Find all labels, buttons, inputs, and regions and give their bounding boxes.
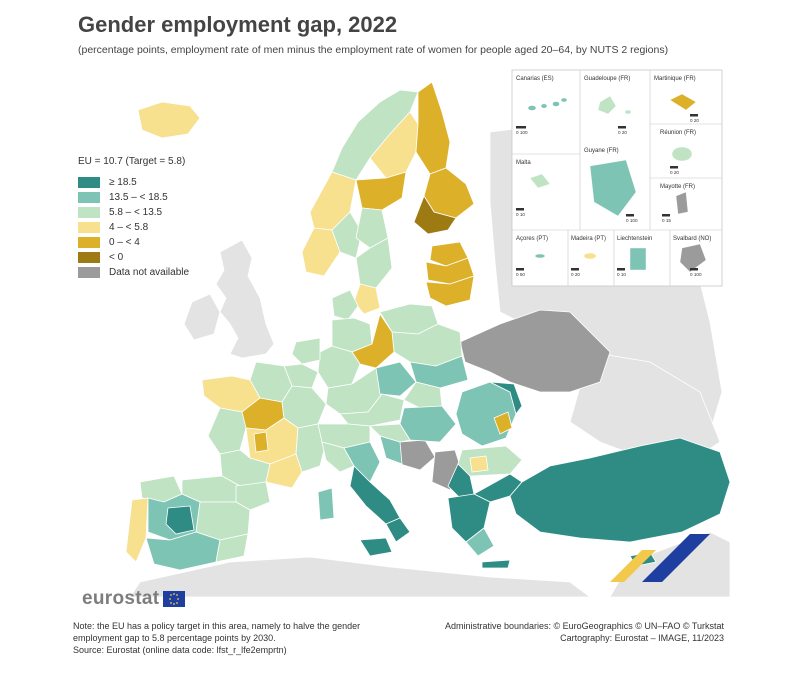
inset-label: Mayotte (FR) — [660, 184, 695, 190]
sweden-regions — [353, 111, 419, 315]
france-regions — [201, 361, 327, 489]
footer-notes: Note: the EU has a policy target in this… — [73, 620, 403, 656]
map-title: Gender employment gap, 2022 — [78, 12, 398, 37]
denmark-region — [331, 289, 359, 321]
map-subtitle: (percentage points, employment rate of m… — [78, 44, 669, 56]
scale-label: 0 20 — [618, 130, 627, 135]
inset-label: Réunion (FR) — [660, 130, 696, 136]
ukraine-no-data — [459, 309, 611, 393]
poland-regions — [379, 303, 469, 389]
legend-label: 0 – < 4 — [109, 237, 140, 248]
italy-regions — [317, 423, 411, 557]
scale-label: 0 100 — [690, 272, 702, 277]
scale-label: 0 20 — [690, 118, 699, 123]
north-africa-land — [129, 556, 591, 597]
balkan-east-regions — [455, 381, 523, 477]
legend-swatch — [78, 177, 100, 188]
legend-label: 5.8 – < 13.5 — [109, 207, 163, 218]
scale-label: 0 20 — [571, 272, 580, 277]
scale-label: 0 100 — [626, 218, 638, 223]
iceland-region — [137, 101, 201, 139]
finland-regions — [413, 81, 475, 235]
legend-swatch — [78, 252, 100, 263]
legend-item: 0 – < 4 — [78, 235, 189, 250]
norway-regions — [301, 89, 419, 277]
iberia-regions — [125, 475, 271, 571]
scale-bars: 0 100 0 20 0 20 0 20 0 10 0 100 0 15 0 5… — [516, 114, 702, 277]
benelux-regions — [283, 337, 321, 389]
svalbard-region — [679, 243, 707, 273]
inset-label: Madeira (PT) — [571, 236, 606, 242]
eurostat-wordmark: eurostat — [82, 588, 160, 609]
legend-swatch — [78, 207, 100, 218]
legend-label: 13.5 – < 18.5 — [109, 192, 168, 203]
legend-swatch — [78, 267, 100, 278]
legend-label: ≥ 18.5 — [109, 177, 137, 188]
legend-item: Data not available — [78, 265, 189, 280]
eu-value-label: EU = 10.7 (Target = 5.8) — [78, 156, 186, 167]
croatia-regions — [369, 423, 411, 465]
footer-cartography: Cartography: Eurostat – IMAGE, 11/2023 — [560, 633, 724, 643]
inset-label: Malta — [516, 160, 531, 166]
scale-label: 0 10 — [516, 212, 525, 217]
inset-label: Açores (PT) — [516, 236, 548, 242]
insets-panel: Canarias (ES) Guadeloupe (FR) Martinique… — [511, 69, 723, 287]
scale-label: 0 10 — [617, 272, 626, 277]
martinique-island — [669, 93, 697, 111]
footer-source: Source: Eurostat (online data code: lfst… — [73, 645, 287, 655]
inset-label: Canarias (ES) — [516, 76, 554, 82]
inset-label: Svalbard (NO) — [673, 236, 711, 242]
scale-label: 0 50 — [516, 272, 525, 277]
legend-label: Data not available — [109, 267, 190, 278]
madeira-island — [583, 252, 597, 260]
decorative-stripes — [610, 534, 710, 582]
legend-item: < 0 — [78, 250, 189, 265]
legend-swatch — [78, 222, 100, 233]
footer-boundaries: Administrative boundaries: © EuroGeograp… — [444, 621, 724, 631]
liechtenstein-region — [629, 247, 647, 271]
turkey-regions — [509, 437, 730, 543]
legend: EU = 10.7 (Target = 5.8) ≥ 18.5 13.5 – <… — [78, 156, 189, 280]
mayotte-island — [675, 191, 689, 215]
central-regions — [339, 361, 457, 443]
scale-label: 0 20 — [670, 170, 679, 175]
canarias-island — [527, 105, 537, 111]
ireland-land — [183, 293, 221, 341]
malta-island — [529, 173, 551, 189]
scale-label: 0 100 — [516, 130, 528, 135]
legend-swatch — [78, 237, 100, 248]
legend-label: < 0 — [109, 252, 124, 263]
guadeloupe-island — [597, 95, 617, 115]
greece-regions — [447, 463, 523, 569]
scale-label: 0 15 — [662, 218, 671, 223]
footer-credits: Administrative boundaries: © EuroGeograp… — [440, 620, 724, 644]
guyane-region — [589, 159, 637, 217]
germany-regions — [317, 313, 395, 415]
eurostat-logo: eurostat — [82, 588, 186, 610]
inset-label: Martinique (FR) — [654, 76, 696, 82]
inset-label: Liechtenstein — [617, 236, 652, 242]
legend-item: 4 – < 5.8 — [78, 220, 189, 235]
legend-item: 13.5 – < 18.5 — [78, 190, 189, 205]
legend-swatch — [78, 192, 100, 203]
inset-label: Guadeloupe (FR) — [584, 76, 630, 82]
inset-label: Guyane (FR) — [584, 148, 619, 154]
acores-island — [534, 253, 546, 259]
uk-land — [215, 239, 275, 359]
footer-note: Note: the EU has a policy target in this… — [73, 621, 361, 643]
baltic-regions — [425, 241, 475, 307]
reunion-island — [671, 146, 693, 162]
legend-item: 5.8 – < 13.5 — [78, 205, 189, 220]
legend-item: ≥ 18.5 — [78, 175, 189, 190]
europe-map: Canarias (ES) Guadeloupe (FR) Martinique… — [70, 62, 730, 597]
eu-flag-icon — [163, 591, 186, 607]
legend-label: 4 – < 5.8 — [109, 222, 149, 233]
